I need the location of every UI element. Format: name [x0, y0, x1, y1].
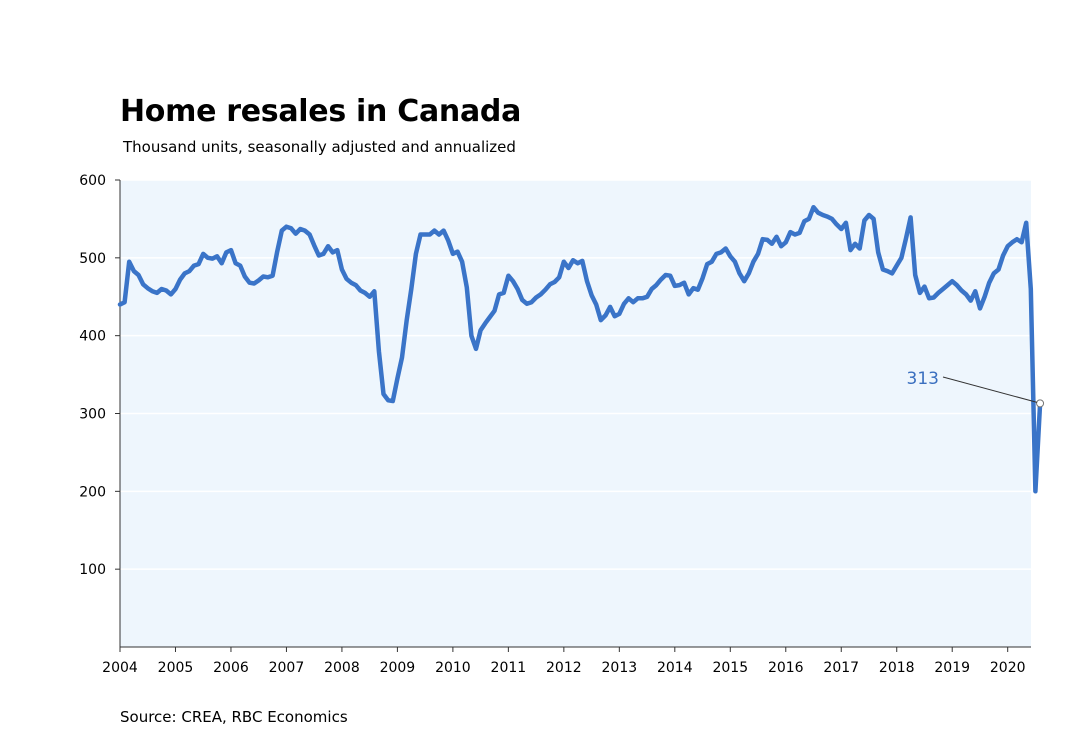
x-tick-label: 2011: [491, 660, 527, 676]
x-tick-label: 2005: [158, 660, 194, 676]
x-tick-label: 2015: [712, 660, 748, 676]
y-tick-label: 200: [79, 484, 106, 500]
annotation-label: 313: [907, 369, 939, 389]
x-tick-label: 2017: [823, 660, 859, 676]
y-tick-label: 300: [79, 407, 106, 423]
y-tick-label: 600: [79, 173, 106, 189]
series-layer: [117, 204, 1043, 494]
annotation-leader-line: [942, 376, 1038, 403]
x-tick-label: 2008: [324, 660, 360, 676]
axes: [115, 179, 1031, 652]
chart-subtitle: Thousand units, seasonally adjusted and …: [123, 138, 516, 156]
x-tick-label: 2014: [657, 660, 693, 676]
x-tick-label: 2007: [269, 660, 305, 676]
chart-source: Source: CREA, RBC Economics: [120, 708, 348, 726]
y-tick-label: 100: [79, 562, 106, 578]
x-tick-label: 2010: [435, 660, 471, 676]
y-tick-label: 500: [79, 251, 106, 267]
x-tick-label: 2004: [102, 660, 138, 676]
x-tick-label: 2006: [213, 660, 249, 676]
annotation-marker: [1036, 399, 1045, 408]
x-tick-label: 2020: [990, 660, 1026, 676]
x-tick-label: 2012: [546, 660, 582, 676]
x-tick-label: 2009: [380, 660, 416, 676]
x-tick-label: 2019: [934, 660, 970, 676]
tick-labels: 100 200 300 400 500 600 2004 2005 2006 2007 2008 20…: [79, 173, 1025, 676]
annotation-layer: 313: [907, 369, 1045, 408]
x-tick-label: 2018: [879, 660, 915, 676]
chart-title: Home resales in Canada: [120, 94, 522, 129]
series-line: [117, 204, 1043, 494]
x-tick-label: 2016: [768, 660, 804, 676]
x-tick-label: 2013: [602, 660, 638, 676]
y-tick-label: 400: [79, 329, 106, 345]
